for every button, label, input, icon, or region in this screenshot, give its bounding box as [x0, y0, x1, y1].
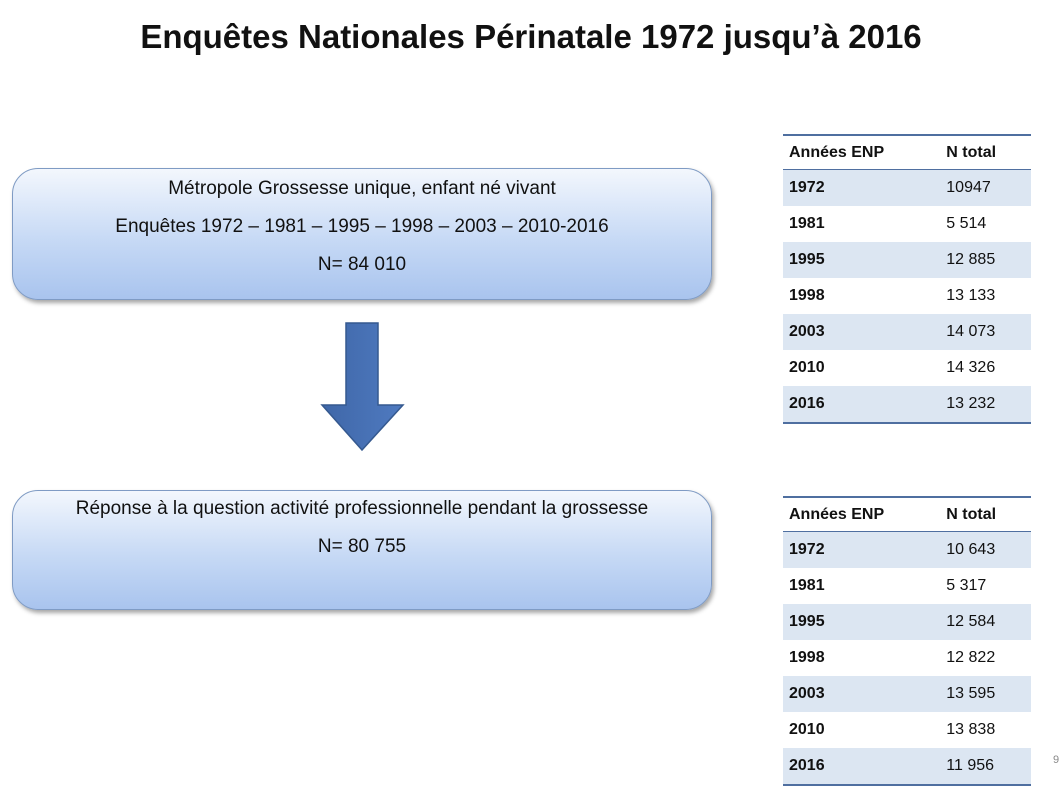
table-row: 1995 12 885	[783, 242, 1031, 278]
table-cell: 2003	[783, 314, 941, 350]
box-text: Enquêtes 1972 – 1981 – 1995 – 1998 – 200…	[115, 216, 609, 237]
box-text: N= 84 010	[317, 254, 407, 275]
table-cell: 2010	[789, 721, 825, 738]
table-row: 2016 11 956	[783, 748, 1031, 786]
count-table: Années ENP N total 1972 10 643 1981 5 317 1995…	[783, 496, 1031, 786]
table-row: 1995 12 584	[783, 604, 1031, 640]
table-row: 1981 5 514	[783, 206, 1031, 242]
table-row: 1998 12 822	[783, 640, 1031, 676]
info-box: Métropole Grossesse unique, enfant né vi…	[12, 168, 712, 300]
table-cell: 1998	[789, 649, 825, 666]
table-cell: 1981	[789, 215, 825, 232]
info-box: Réponse à la question activité professio…	[12, 490, 712, 610]
down-arrow	[320, 322, 405, 452]
header-cell: N total	[940, 496, 1031, 532]
header-cell: Années ENP	[783, 134, 941, 170]
table-cell: 14 326	[946, 359, 996, 376]
table-cell: 5 317	[946, 577, 987, 594]
table-cell: 10 643	[940, 531, 1031, 568]
table-cell: 12 822	[946, 649, 996, 666]
table-row: 1981 5 317	[783, 568, 1031, 604]
box-text: N= 80 755	[317, 536, 407, 557]
table-cell: 1981	[789, 577, 825, 594]
table-row: 1972 10 643	[783, 531, 1031, 568]
table-row: 2003 13 595	[783, 676, 1031, 712]
title: Enquêtes Nationales Périnatale 1972 jusq…	[140, 18, 922, 55]
box-text: Réponse à la question activité professio…	[75, 498, 649, 519]
table-row: 1972 10947	[783, 169, 1031, 206]
table-row: 2010 13 838	[783, 712, 1031, 748]
table-cell: 12 885	[940, 242, 1031, 278]
table-cell: 13 133	[946, 287, 996, 304]
table-cell: 14 073	[940, 314, 1031, 350]
header-row: Années ENP N total	[783, 496, 1031, 532]
table-row: 2016 13 232	[783, 386, 1031, 424]
box-text: Métropole Grossesse unique, enfant né vi…	[168, 178, 556, 199]
table-cell: 2016	[783, 386, 941, 424]
table-cell: 1995	[783, 604, 941, 640]
table-cell: 11 956	[940, 748, 1031, 786]
table-row: 2010 14 326	[783, 350, 1031, 386]
table-cell: 1972	[783, 531, 941, 568]
table-cell: 10947	[940, 169, 1031, 206]
table-cell: 13 838	[946, 721, 996, 738]
table-cell: 12 584	[940, 604, 1031, 640]
table-cell: 2003	[783, 676, 941, 712]
header-cell: Années ENP	[783, 496, 941, 532]
page-number: 9	[1053, 754, 1060, 766]
count-table: Années ENP N total 1972 10947 1981 5 514 1995 1…	[783, 134, 1031, 424]
table-cell: 1995	[783, 242, 941, 278]
table-cell: 2010	[789, 359, 825, 376]
arrow	[320, 322, 405, 452]
table-cell: 1998	[789, 287, 825, 304]
table-cell: 13 595	[940, 676, 1031, 712]
table-cell: 13 232	[940, 386, 1031, 424]
table-cell: 2016	[783, 748, 941, 786]
table-cell: 5 514	[946, 215, 987, 232]
table-row: 1998 13 133	[783, 278, 1031, 314]
table-row: 2003 14 073	[783, 314, 1031, 350]
table-cell: 1972	[783, 169, 941, 206]
header-row: Années ENP N total	[783, 134, 1031, 170]
header-cell: N total	[940, 134, 1031, 170]
